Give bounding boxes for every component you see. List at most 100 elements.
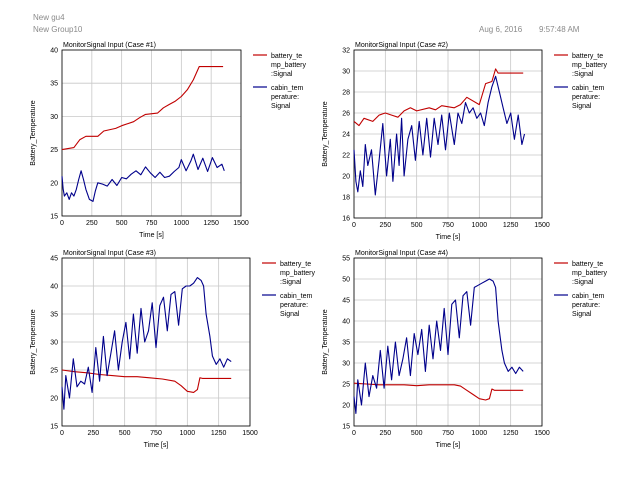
x-tick-label: 1000: [472, 430, 488, 437]
y-tick-label: 50: [342, 277, 350, 284]
legend-entry-text: cabin_tem: [572, 293, 604, 300]
x-tick-label: 1250: [503, 430, 519, 437]
x-tick-label: 0: [60, 430, 64, 437]
x-tick-label: 1500: [534, 222, 550, 229]
y-tick-label: 15: [50, 424, 58, 431]
x-axis-label: Time [s]: [139, 232, 164, 239]
x-tick-label: 0: [60, 220, 64, 227]
x-tick-label: 1000: [180, 430, 196, 437]
y-tick-label: 24: [342, 132, 350, 139]
y-tick-label: 20: [342, 403, 350, 410]
x-tick-label: 1250: [503, 222, 519, 229]
x-tick-label: 250: [86, 220, 98, 227]
plot-frame: [353, 257, 543, 427]
legend-entry-text: perature:: [271, 94, 299, 101]
x-tick-label: 250: [379, 430, 391, 437]
legend-entry-text: cabin_tem: [572, 85, 604, 92]
y-tick-label: 35: [50, 81, 58, 88]
legend-entry-text: :Signal: [280, 279, 302, 286]
header-time: 9:57:48 AM: [539, 25, 580, 34]
plot-frame: [353, 49, 543, 219]
y-tick-label: 40: [342, 319, 350, 326]
y-tick-label: 20: [50, 396, 58, 403]
y-axis-label: Battery_Temperature: [30, 100, 37, 165]
legend-entry-text: Signal: [572, 311, 592, 318]
y-tick-label: 15: [342, 424, 350, 431]
y-axis-label: Battery_Temperature: [322, 101, 329, 166]
y-tick-label: 30: [50, 114, 58, 121]
plot-frame: [61, 49, 242, 217]
y-tick-label: 15: [50, 214, 58, 221]
chart-panel-2: MonitorSignal Input (Case #2) 0 250 500 750 1…: [322, 42, 608, 241]
x-tick-label: 1500: [233, 220, 249, 227]
series-line-battery: [353, 68, 524, 127]
chart-panel-3: MonitorSignal Input (Case #3) 0 250 500 750 1…: [30, 250, 316, 449]
chart-panel-1: MonitorSignal Input (Case #1) 0 250 500 750 1…: [30, 42, 307, 239]
legend-entry-text: perature:: [572, 94, 600, 101]
series-line-cabin: [61, 277, 232, 410]
y-tick-label: 45: [342, 298, 350, 305]
legend-entry-text: perature:: [280, 302, 308, 309]
y-tick-label: 20: [342, 174, 350, 181]
x-tick-label: 1000: [174, 220, 190, 227]
legend-entry-text: Signal: [271, 103, 291, 110]
legend-entry-text: :Signal: [572, 279, 594, 286]
x-tick-label: 750: [442, 222, 454, 229]
x-axis-label: Time [s]: [144, 442, 169, 449]
legend-entry-text: cabin_tem: [280, 293, 312, 300]
series-line-cabin: [353, 75, 526, 196]
legend-entry-text: :Signal: [572, 71, 594, 78]
legend-entry-text: Signal: [572, 103, 592, 110]
y-tick-label: 22: [342, 153, 350, 160]
y-tick-label: 28: [342, 90, 350, 97]
y-tick-label: 35: [50, 312, 58, 319]
x-tick-label: 250: [87, 430, 99, 437]
series-line-battery: [61, 369, 232, 393]
y-tick-label: 25: [342, 382, 350, 389]
legend-entry-text: battery_te: [271, 53, 302, 60]
legend-entry-text: cabin_tem: [271, 85, 303, 92]
x-tick-label: 750: [150, 430, 162, 437]
series-line-battery: [61, 66, 224, 151]
y-tick-label: 30: [342, 361, 350, 368]
chart-title: MonitorSignal Input (Case #2): [355, 42, 448, 49]
series-line-cabin: [61, 153, 225, 202]
y-tick-label: 45: [50, 256, 58, 263]
y-tick-label: 55: [342, 256, 350, 263]
series-line-battery: [353, 382, 524, 401]
y-tick-label: 25: [50, 368, 58, 375]
legend-entry-text: perature:: [572, 302, 600, 309]
y-tick-label: 40: [50, 48, 58, 55]
x-tick-label: 500: [116, 220, 128, 227]
y-axis-label: Battery_Temperature: [322, 309, 329, 374]
series-line-cabin: [353, 278, 524, 414]
x-tick-label: 1250: [203, 220, 219, 227]
chart-title: MonitorSignal Input (Case #4): [355, 250, 448, 257]
x-tick-label: 1250: [211, 430, 227, 437]
x-tick-label: 500: [411, 430, 423, 437]
header-date: Aug 6, 2016: [479, 25, 523, 34]
x-tick-label: 0: [352, 222, 356, 229]
x-tick-label: 750: [146, 220, 158, 227]
legend-entry-text: mp_battery: [572, 62, 608, 69]
x-tick-label: 500: [411, 222, 423, 229]
legend-entry-text: battery_te: [280, 261, 311, 268]
x-tick-label: 250: [379, 222, 391, 229]
y-tick-label: 40: [50, 284, 58, 291]
x-axis-label: Time [s]: [436, 234, 461, 241]
legend-entry-text: battery_te: [572, 53, 603, 60]
header-title: New gu4: [33, 13, 65, 22]
chart-panel-4: MonitorSignal Input (Case #4) 0 250 500 750 1…: [322, 250, 608, 449]
legend-entry-text: mp_battery: [572, 270, 608, 277]
y-tick-label: 16: [342, 216, 350, 223]
x-tick-label: 1500: [534, 430, 550, 437]
plot-frame: [61, 257, 251, 427]
y-tick-label: 18: [342, 195, 350, 202]
legend-entry-text: :Signal: [271, 71, 293, 78]
y-tick-label: 30: [50, 340, 58, 347]
x-axis-label: Time [s]: [436, 442, 461, 449]
y-tick-label: 25: [50, 147, 58, 154]
chart-title: MonitorSignal Input (Case #1): [63, 42, 156, 49]
x-tick-label: 500: [119, 430, 131, 437]
